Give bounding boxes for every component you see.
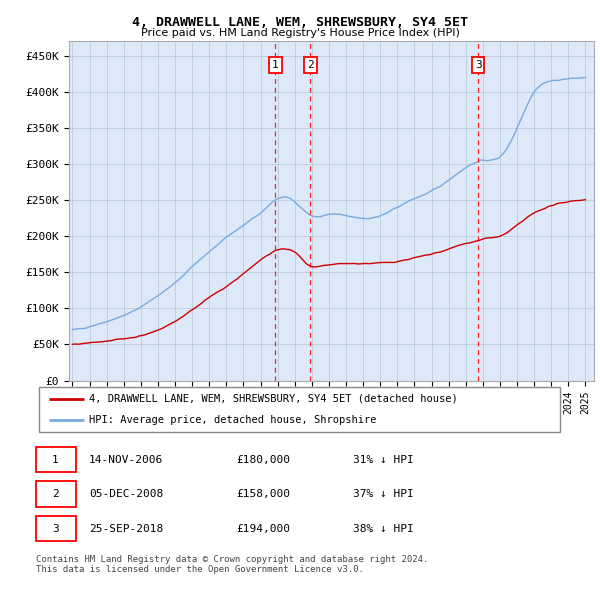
Text: 4, DRAWWELL LANE, WEM, SHREWSBURY, SY4 5ET (detached house): 4, DRAWWELL LANE, WEM, SHREWSBURY, SY4 5… bbox=[89, 394, 458, 404]
Text: 25-SEP-2018: 25-SEP-2018 bbox=[89, 524, 163, 533]
Text: £180,000: £180,000 bbox=[236, 455, 290, 464]
FancyBboxPatch shape bbox=[38, 387, 560, 432]
Text: HPI: Average price, detached house, Shropshire: HPI: Average price, detached house, Shro… bbox=[89, 415, 376, 425]
FancyBboxPatch shape bbox=[36, 447, 76, 472]
Text: 1: 1 bbox=[52, 455, 59, 464]
Text: 2: 2 bbox=[52, 489, 59, 499]
Text: 2: 2 bbox=[307, 60, 314, 70]
FancyBboxPatch shape bbox=[36, 481, 76, 507]
Text: 14-NOV-2006: 14-NOV-2006 bbox=[89, 455, 163, 464]
Text: 37% ↓ HPI: 37% ↓ HPI bbox=[353, 489, 413, 499]
Text: £194,000: £194,000 bbox=[236, 524, 290, 533]
Text: 31% ↓ HPI: 31% ↓ HPI bbox=[353, 455, 413, 464]
Text: 05-DEC-2008: 05-DEC-2008 bbox=[89, 489, 163, 499]
Text: Price paid vs. HM Land Registry's House Price Index (HPI): Price paid vs. HM Land Registry's House … bbox=[140, 28, 460, 38]
Text: £158,000: £158,000 bbox=[236, 489, 290, 499]
Text: 3: 3 bbox=[52, 524, 59, 533]
Text: 3: 3 bbox=[475, 60, 482, 70]
Text: 4, DRAWWELL LANE, WEM, SHREWSBURY, SY4 5ET: 4, DRAWWELL LANE, WEM, SHREWSBURY, SY4 5… bbox=[132, 16, 468, 29]
Text: 38% ↓ HPI: 38% ↓ HPI bbox=[353, 524, 413, 533]
Text: Contains HM Land Registry data © Crown copyright and database right 2024.
This d: Contains HM Land Registry data © Crown c… bbox=[36, 555, 428, 574]
FancyBboxPatch shape bbox=[36, 516, 76, 541]
Text: 1: 1 bbox=[272, 60, 279, 70]
